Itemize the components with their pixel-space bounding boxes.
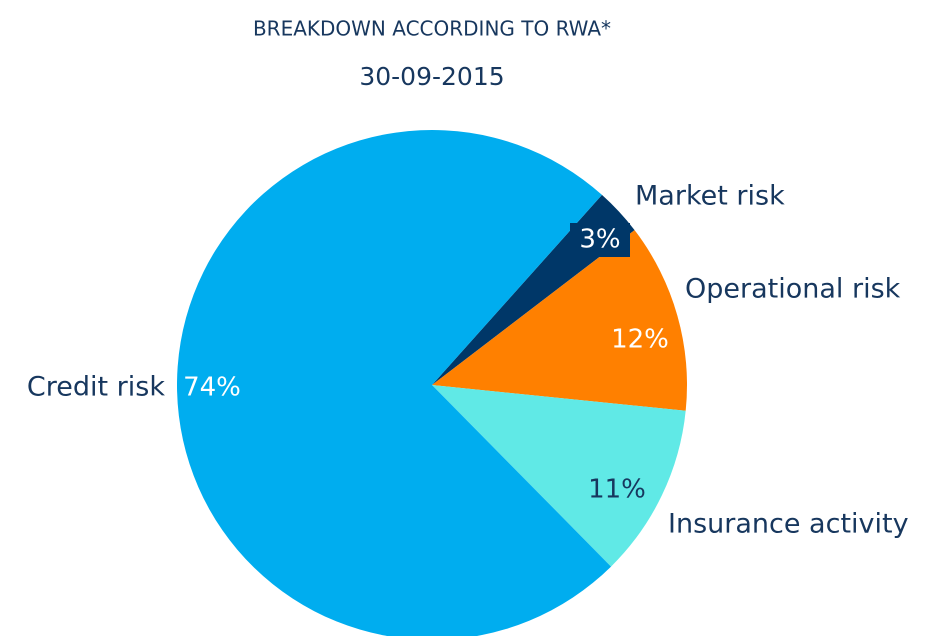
chart-subtitle: 30-09-2015 bbox=[359, 62, 504, 91]
pie-slice bbox=[432, 385, 686, 567]
label-background bbox=[570, 223, 630, 257]
category-label: Operational risk bbox=[685, 274, 901, 305]
value-label: 12% bbox=[611, 325, 669, 355]
category-label: Market risk bbox=[635, 181, 785, 212]
chart-title: BREAKDOWN ACCORDING TO RWA* bbox=[253, 17, 611, 41]
pie-slice bbox=[177, 130, 612, 636]
value-label: 3% bbox=[579, 225, 620, 255]
value-label: 11% bbox=[588, 475, 646, 505]
category-label: Insurance activity bbox=[668, 509, 909, 540]
pie-slice bbox=[432, 230, 687, 411]
category-label: Credit risk bbox=[27, 372, 165, 403]
value-label: 74% bbox=[183, 373, 241, 403]
